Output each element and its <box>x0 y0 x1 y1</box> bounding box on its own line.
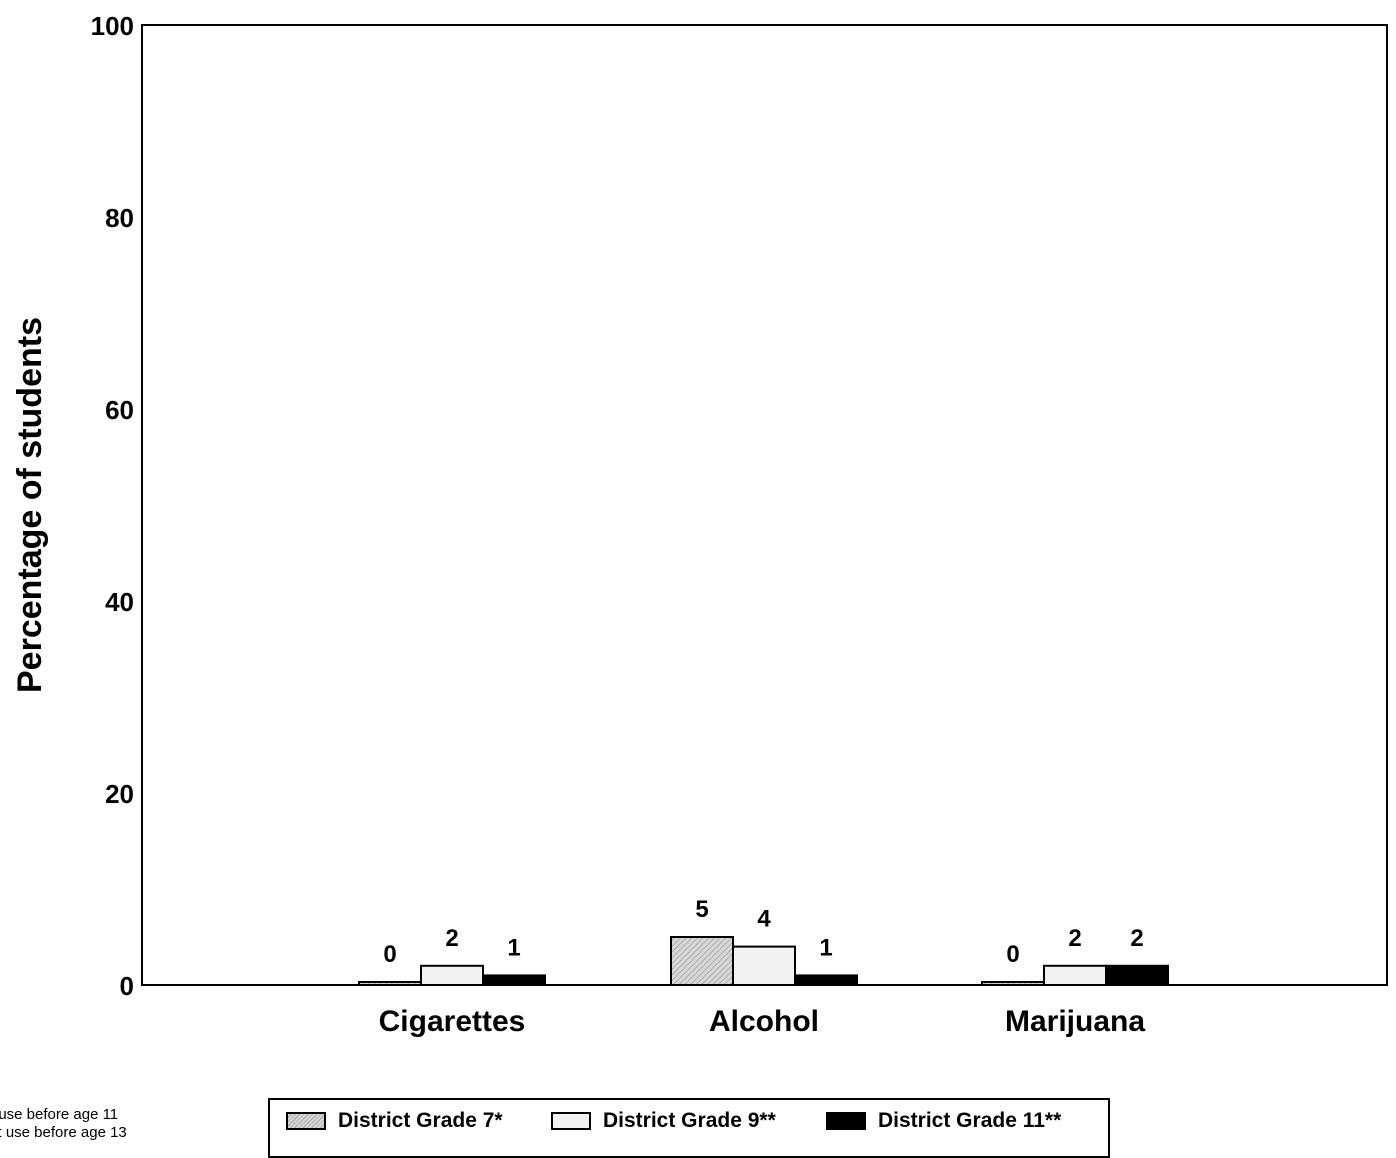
bar-value-label: 4 <box>757 906 771 933</box>
footnote-grade-9-11: st use before age 13 <box>0 1124 127 1141</box>
bar <box>358 981 422 986</box>
y-axis-label: Percentage of students <box>11 317 49 693</box>
legend-label-grade-7: District Grade 7* <box>338 1109 503 1132</box>
legend-swatch-grade-11 <box>826 1112 866 1130</box>
y-tick-label: 0 <box>120 971 134 1001</box>
bar <box>732 945 796 986</box>
bar-value-label: 0 <box>383 941 396 968</box>
bar-value-label: 1 <box>819 934 832 961</box>
y-tick-label: 80 <box>105 203 134 233</box>
legend-swatch-grade-9 <box>551 1112 591 1130</box>
bar-value-label: 0 <box>1006 941 1019 968</box>
legend: District Grade 7* District Grade 9** Dis… <box>268 1098 1110 1158</box>
bar-value-label: 2 <box>1068 925 1081 952</box>
y-tick-label: 100 <box>91 11 134 41</box>
legend-swatch-grade-7 <box>286 1112 326 1130</box>
y-tick-label: 40 <box>105 587 134 617</box>
bar <box>981 981 1045 986</box>
plot-area <box>141 24 1388 986</box>
bar <box>482 974 546 987</box>
y-tick-label: 60 <box>105 395 134 425</box>
y-tick-label: 20 <box>105 779 134 809</box>
x-tick-label: Marijuana <box>1005 1005 1145 1038</box>
legend-item-grade-11: District Grade 11** <box>826 1108 1061 1134</box>
bar <box>670 936 734 986</box>
legend-label-grade-11: District Grade 11** <box>878 1109 1062 1132</box>
legend-item-grade-9: District Grade 9** <box>551 1108 776 1134</box>
bar <box>1043 964 1107 986</box>
footnote-grade-7: t use before age 11 <box>0 1106 119 1123</box>
legend-label-grade-9: District Grade 9** <box>603 1109 776 1132</box>
bar-value-label: 5 <box>695 896 708 923</box>
bar-value-label: 2 <box>1130 925 1143 952</box>
x-tick-label: Cigarettes <box>379 1005 526 1038</box>
bar <box>794 974 858 987</box>
bar <box>1105 964 1169 986</box>
bar-value-label: 2 <box>445 925 458 952</box>
bar-value-label: 1 <box>507 934 520 961</box>
bar <box>420 964 484 986</box>
x-tick-label: Alcohol <box>709 1005 819 1038</box>
legend-item-grade-7: District Grade 7* <box>286 1108 503 1134</box>
